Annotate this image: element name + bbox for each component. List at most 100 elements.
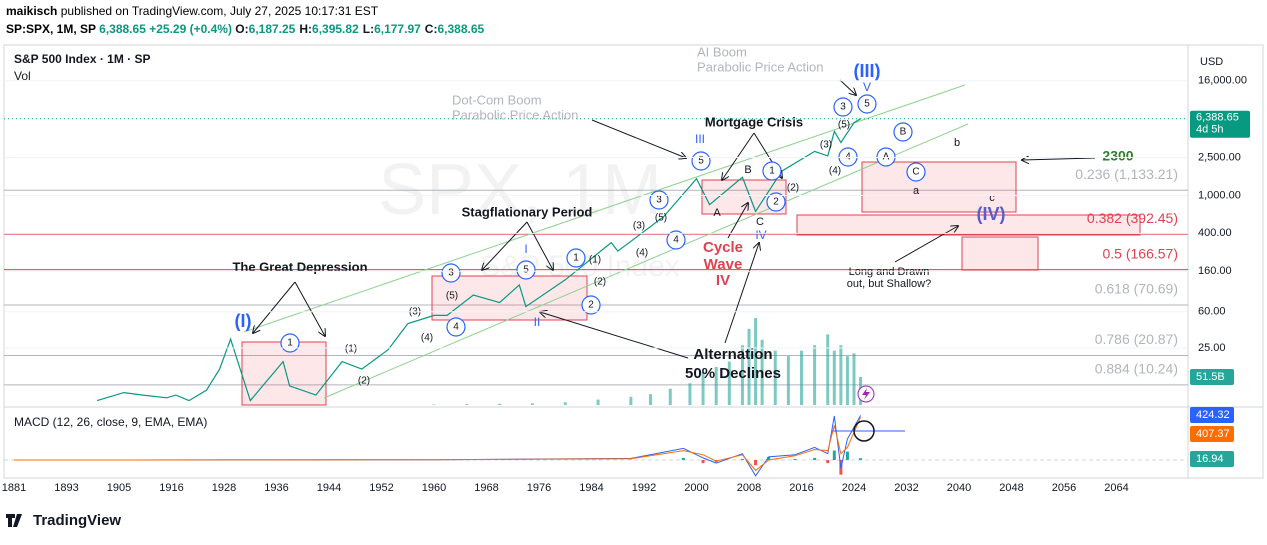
volume-bar (531, 403, 534, 405)
wave-label: 1 (287, 338, 293, 349)
wave-label: A (713, 207, 721, 219)
legend-macd: MACD (12, 26, close, 9, EMA, EMA) (14, 415, 207, 429)
wave-label: c (989, 192, 995, 204)
x-tick-label: 2000 (684, 482, 708, 494)
wave-label: B (900, 127, 907, 138)
wave-label: (5) (655, 213, 667, 224)
wave-label: 2 (588, 300, 594, 311)
macd-histogram (833, 451, 836, 460)
wave-label: (IV) (977, 204, 1006, 224)
annotation: Alternation (693, 346, 772, 363)
x-tick-label: 1881 (2, 482, 26, 494)
wave-label: 4 (453, 322, 459, 333)
volume-bar (813, 345, 816, 405)
volume-bar (833, 351, 836, 405)
y-tick-label: 160.00 (1198, 265, 1232, 277)
published: published on TradingView.com, July 27, 2… (61, 4, 379, 18)
volume-bar (839, 345, 842, 405)
volume-bar (853, 353, 856, 405)
wave-label: 5 (864, 99, 870, 110)
wave-label: 3 (656, 195, 662, 206)
ohlc-value: 6,388.65 (437, 22, 484, 36)
x-tick-label: 1936 (264, 482, 288, 494)
macd-histogram (741, 459, 744, 460)
brand-logo (6, 514, 22, 527)
macd-histogram (682, 458, 685, 460)
arrow (840, 80, 856, 95)
wave-label: (2) (594, 277, 606, 288)
macd-last: 16.94 (1196, 453, 1224, 465)
x-tick-label: 2040 (947, 482, 971, 494)
wave-label: (1) (345, 344, 357, 355)
wave-label: (4) (636, 248, 648, 259)
fib-label: 0.884 (10.24) (1095, 361, 1178, 377)
annotation: AI Boom (697, 44, 747, 59)
arrow (253, 282, 295, 333)
ohlc-value: 6,187.25 (249, 22, 296, 36)
wave-label: 1 (573, 253, 579, 264)
macd-histogram (754, 460, 757, 465)
wave-label: 3 (448, 268, 454, 279)
last-price: 6,388.65 (1196, 112, 1239, 124)
volume-bar (498, 404, 501, 405)
fib-label: 0.618 (70.69) (1095, 281, 1178, 297)
wave-label: (4) (829, 166, 841, 177)
legend-title: S&P 500 Index · 1M · SP (14, 52, 151, 66)
fib-label: 0.236 (1,133.21) (1075, 166, 1178, 182)
countdown: 4d 5h (1196, 124, 1224, 136)
wave-label: b (954, 137, 960, 149)
x-tick-label: 2008 (737, 482, 761, 494)
ohlc-value: 6,395.82 (312, 22, 359, 36)
annotation: Dot-Com Boom (452, 92, 542, 107)
price: 6,388.65 (99, 22, 146, 36)
volume-bar (564, 402, 567, 405)
author-name: maikisch (6, 4, 57, 18)
volume-bar (787, 356, 790, 405)
wave-label: (3) (820, 140, 832, 151)
arrow (295, 282, 325, 336)
ohlc-key: H: (299, 22, 312, 36)
wave-label: 3 (840, 102, 846, 113)
annotation: Long and Drawn (849, 266, 930, 278)
annotation: 2300 (1102, 148, 1133, 164)
wave-label: (1) (589, 255, 601, 266)
volume-bar (433, 404, 436, 405)
x-tick-label: 1944 (317, 482, 341, 494)
annotation: Stagflationary Period (462, 204, 593, 219)
x-tick-label: 2056 (1052, 482, 1076, 494)
ohlc-key: C: (425, 22, 438, 36)
arrow (1022, 158, 1095, 160)
y-tick-label: 1,000.00 (1198, 189, 1241, 201)
x-tick-label: 1968 (474, 482, 498, 494)
x-tick-label: 1905 (107, 482, 131, 494)
box (797, 215, 1140, 235)
box (962, 237, 1038, 270)
symbol-bar: SP:SPX, 1M, SP 6,388.65 +25.29 (+0.4%) O… (6, 22, 485, 36)
fib-label: 0.5 (166.57) (1103, 245, 1179, 261)
currency: USD (1200, 56, 1223, 68)
wave-label: 5 (523, 265, 529, 276)
x-tick-label: 1916 (159, 482, 183, 494)
x-tick-label: 1952 (369, 482, 393, 494)
brand: TradingView (6, 512, 121, 529)
macd-histogram (793, 459, 796, 460)
annotation: 50% Declines (685, 365, 781, 382)
macd-histogram (859, 458, 862, 460)
author: maikisch published on TradingView.com, J… (6, 4, 379, 18)
volume (433, 318, 863, 405)
annotation: Cycle (703, 239, 743, 256)
macd-histogram (826, 460, 829, 463)
wave-label: V (863, 80, 871, 94)
wave-label: C (912, 167, 919, 178)
x-tick-label: 1984 (579, 482, 603, 494)
x-tick-label: 2064 (1104, 482, 1128, 494)
annotation: Mortgage Crisis (705, 114, 803, 129)
wave-label: B (744, 164, 751, 176)
volume-bar (846, 356, 849, 405)
x-tick-label: 1992 (632, 482, 656, 494)
macd-last: 424.32 (1196, 409, 1230, 421)
x-tick-label: 2032 (894, 482, 918, 494)
volume-bar (826, 334, 829, 405)
